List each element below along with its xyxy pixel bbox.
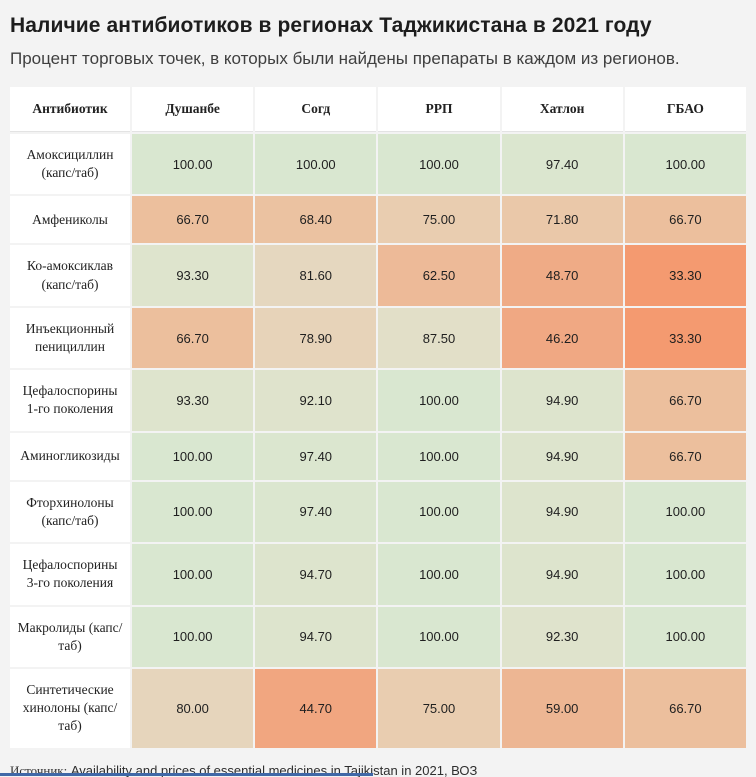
column-header: Душанбе bbox=[132, 86, 254, 132]
value-cell: 94.90 bbox=[501, 544, 623, 605]
value-cell: 92.10 bbox=[255, 370, 377, 431]
value-cell: 100.00 bbox=[378, 544, 500, 605]
row-label: Аминогликозиды bbox=[10, 432, 130, 480]
value-cell: 92.30 bbox=[501, 606, 623, 667]
table-body: Амоксициллин (капс/таб) 100.00 100.00 100.0… bbox=[10, 133, 746, 748]
row-label: Синтетические хинолоны (капс/таб) bbox=[10, 669, 130, 748]
value-cell: 100.00 bbox=[378, 133, 500, 195]
row-label: Макролиды (капс/таб) bbox=[10, 606, 130, 667]
value-cell: 71.80 bbox=[501, 196, 623, 244]
row-label: Фторхинолоны (капс/таб) bbox=[10, 481, 130, 543]
row-label: Цефалоспорины 1-го поколения bbox=[10, 370, 130, 431]
table-row: Амфениколы 66.70 68.40 75.00 71.80 66.70 bbox=[10, 196, 746, 244]
value-cell: 59.00 bbox=[501, 669, 623, 748]
value-cell: 66.70 bbox=[132, 307, 254, 369]
table-row: Фторхинолоны (капс/таб) 100.00 97.40 100.00… bbox=[10, 481, 746, 543]
value-cell: 100.00 bbox=[624, 133, 746, 195]
page-subtitle: Процент торговых точек, в которых были н… bbox=[10, 49, 680, 68]
value-cell: 75.00 bbox=[378, 669, 500, 748]
antibiotics-heatmap-table: Антибиотик Душанбе Согд РРП Хатлон ГБАО Амокс… bbox=[8, 85, 748, 750]
row-label: Цефалоспорины 3-го поколения bbox=[10, 544, 130, 605]
value-cell: 100.00 bbox=[624, 544, 746, 605]
value-cell: 75.00 bbox=[378, 196, 500, 244]
row-label: Ко-амоксиклав (капс/таб) bbox=[10, 245, 130, 306]
value-cell: 33.30 bbox=[624, 307, 746, 369]
value-cell: 100.00 bbox=[132, 481, 254, 543]
value-cell: 66.70 bbox=[624, 669, 746, 748]
value-cell: 33.30 bbox=[624, 245, 746, 306]
value-cell: 80.00 bbox=[132, 669, 254, 748]
column-header: Согд bbox=[255, 86, 377, 132]
value-cell: 100.00 bbox=[132, 606, 254, 667]
table-row: Инъекционный пенициллин 66.70 78.90 87.50 46… bbox=[10, 307, 746, 369]
value-cell: 100.00 bbox=[378, 370, 500, 431]
value-cell: 87.50 bbox=[378, 307, 500, 369]
column-header: Хатлон bbox=[501, 86, 623, 132]
table-row: Амоксициллин (капс/таб) 100.00 100.00 100.0… bbox=[10, 133, 746, 195]
value-cell: 44.70 bbox=[255, 669, 377, 748]
value-cell: 97.40 bbox=[255, 481, 377, 543]
value-cell: 78.90 bbox=[255, 307, 377, 369]
value-cell: 66.70 bbox=[624, 432, 746, 480]
value-cell: 46.20 bbox=[501, 307, 623, 369]
value-cell: 97.40 bbox=[501, 133, 623, 195]
value-cell: 100.00 bbox=[378, 432, 500, 480]
table-row: Цефалоспорины 1-го поколения 93.30 92.10 10… bbox=[10, 370, 746, 431]
value-cell: 100.00 bbox=[132, 544, 254, 605]
value-cell: 68.40 bbox=[255, 196, 377, 244]
value-cell: 48.70 bbox=[501, 245, 623, 306]
value-cell: 94.90 bbox=[501, 481, 623, 543]
column-header: РРП bbox=[378, 86, 500, 132]
value-cell: 94.70 bbox=[255, 606, 377, 667]
page-title: Наличие антибиотиков в регионах Таджикис… bbox=[10, 14, 652, 37]
value-cell: 100.00 bbox=[624, 606, 746, 667]
value-cell: 100.00 bbox=[132, 133, 254, 195]
value-cell: 93.30 bbox=[132, 370, 254, 431]
table-row: Макролиды (капс/таб) 100.00 94.70 100.00 92.… bbox=[10, 606, 746, 667]
value-cell: 97.40 bbox=[255, 432, 377, 480]
value-cell: 94.90 bbox=[501, 370, 623, 431]
table-header: Антибиотик Душанбе Согд РРП Хатлон ГБАО bbox=[10, 86, 746, 132]
row-label: Инъекционный пенициллин bbox=[10, 307, 130, 369]
table-row: Синтетические хинолоны (капс/таб) 80.00 44… bbox=[10, 669, 746, 748]
value-cell: 94.90 bbox=[501, 432, 623, 480]
value-cell: 66.70 bbox=[132, 196, 254, 244]
table-row: Аминогликозиды 100.00 97.40 100.00 94.90 66.7… bbox=[10, 432, 746, 480]
value-cell: 62.50 bbox=[378, 245, 500, 306]
value-cell: 66.70 bbox=[624, 370, 746, 431]
bottom-progress-bar bbox=[0, 773, 373, 776]
value-cell: 100.00 bbox=[378, 606, 500, 667]
column-header: ГБАО bbox=[624, 86, 746, 132]
table-row: Ко-амоксиклав (капс/таб) 93.30 81.60 62.50 4… bbox=[10, 245, 746, 306]
value-cell: 100.00 bbox=[624, 481, 746, 543]
row-label: Амфениколы bbox=[10, 196, 130, 244]
value-cell: 100.00 bbox=[132, 432, 254, 480]
row-label: Амоксициллин (капс/таб) bbox=[10, 133, 130, 195]
value-cell: 94.70 bbox=[255, 544, 377, 605]
value-cell: 100.00 bbox=[255, 133, 377, 195]
value-cell: 100.00 bbox=[378, 481, 500, 543]
column-header: Антибиотик bbox=[10, 86, 130, 132]
header-row: Антибиотик Душанбе Согд РРП Хатлон ГБАО bbox=[10, 86, 746, 132]
value-cell: 93.30 bbox=[132, 245, 254, 306]
table-row: Цефалоспорины 3-го поколения 100.00 94.70 1… bbox=[10, 544, 746, 605]
value-cell: 81.60 bbox=[255, 245, 377, 306]
value-cell: 66.70 bbox=[624, 196, 746, 244]
